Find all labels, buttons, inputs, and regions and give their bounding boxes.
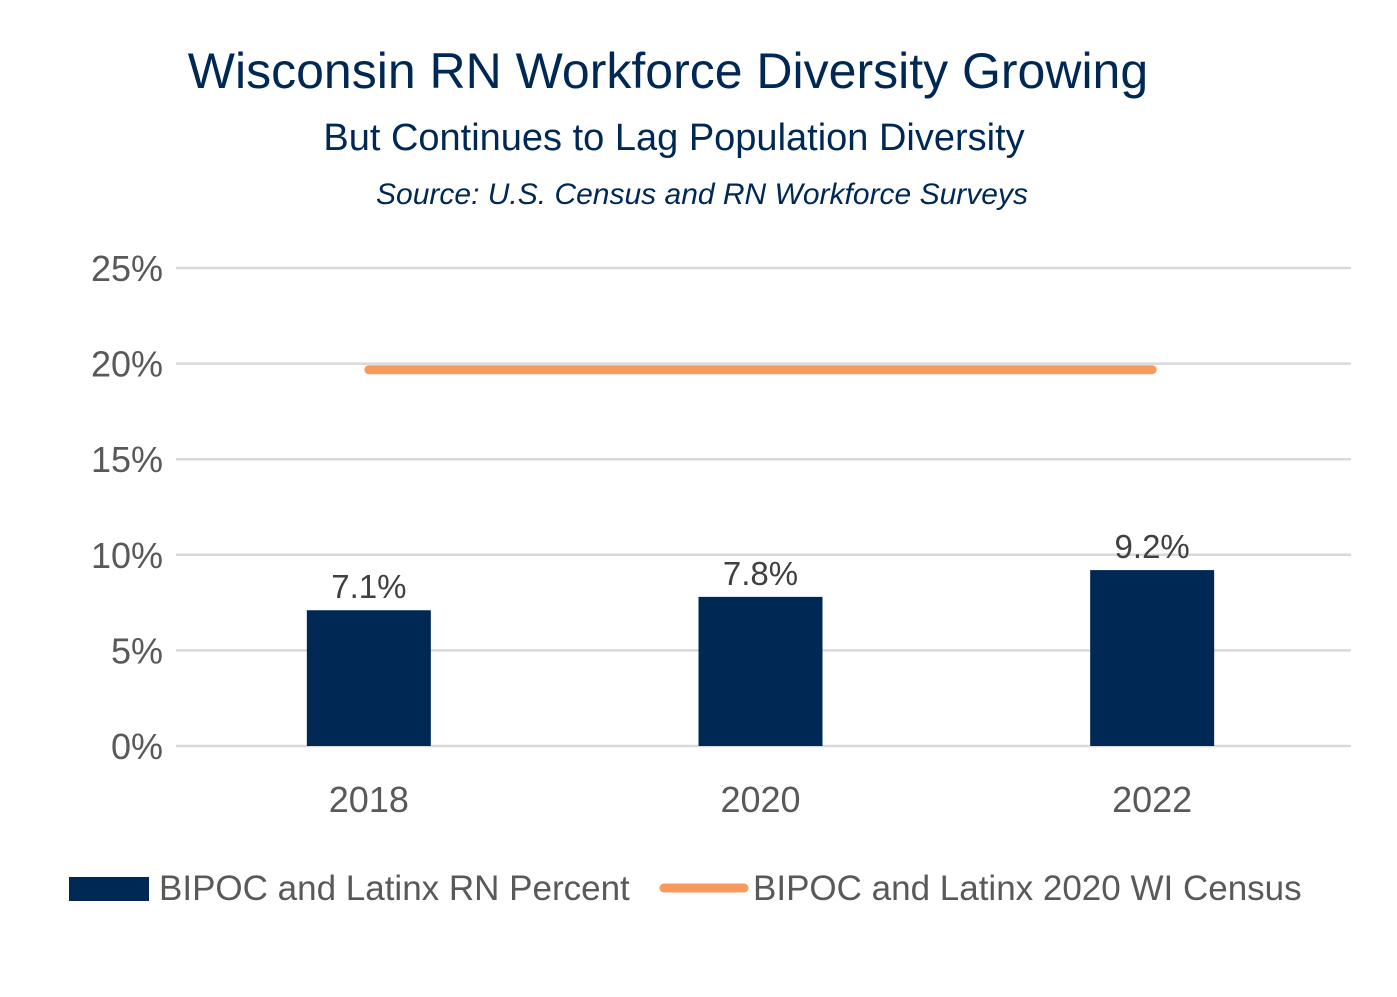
chart-source: Source: U.S. Census and RN Workforce Sur…	[376, 178, 1028, 211]
legend-line-label: BIPOC and Latinx 2020 WI Census	[753, 869, 1302, 908]
y-axis: 0% 5% 10% 15% 20% 25%	[91, 248, 163, 767]
x-tick-label: 2020	[720, 779, 800, 820]
y-tick-label: 0%	[111, 726, 163, 767]
data-label: 9.2%	[1115, 528, 1190, 565]
y-tick-label: 20%	[91, 344, 163, 385]
x-tick-label: 2022	[1112, 779, 1192, 820]
bar-series	[306, 570, 1215, 746]
y-tick-label: 10%	[91, 535, 163, 576]
data-label: 7.8%	[723, 555, 798, 592]
legend-bar-swatch	[69, 877, 149, 901]
bar	[698, 596, 823, 746]
legend-bar-label: BIPOC and Latinx RN Percent	[159, 869, 630, 908]
y-tick-label: 25%	[91, 248, 163, 289]
data-label: 7.1%	[331, 568, 406, 605]
bar	[1090, 570, 1215, 746]
y-tick-label: 15%	[91, 439, 163, 480]
x-tick-label: 2018	[329, 779, 409, 820]
x-axis: 2018 2020 2022	[329, 779, 1192, 820]
legend: BIPOC and Latinx RN Percent BIPOC and La…	[69, 869, 1302, 908]
y-tick-label: 5%	[111, 630, 163, 671]
data-labels: 7.1% 7.8% 9.2%	[331, 528, 1190, 605]
chart-subtitle: But Continues to Lag Population Diversit…	[323, 117, 1024, 159]
chart-title: Wisconsin RN Workforce Diversity Growing	[188, 43, 1148, 99]
bar	[306, 610, 431, 746]
